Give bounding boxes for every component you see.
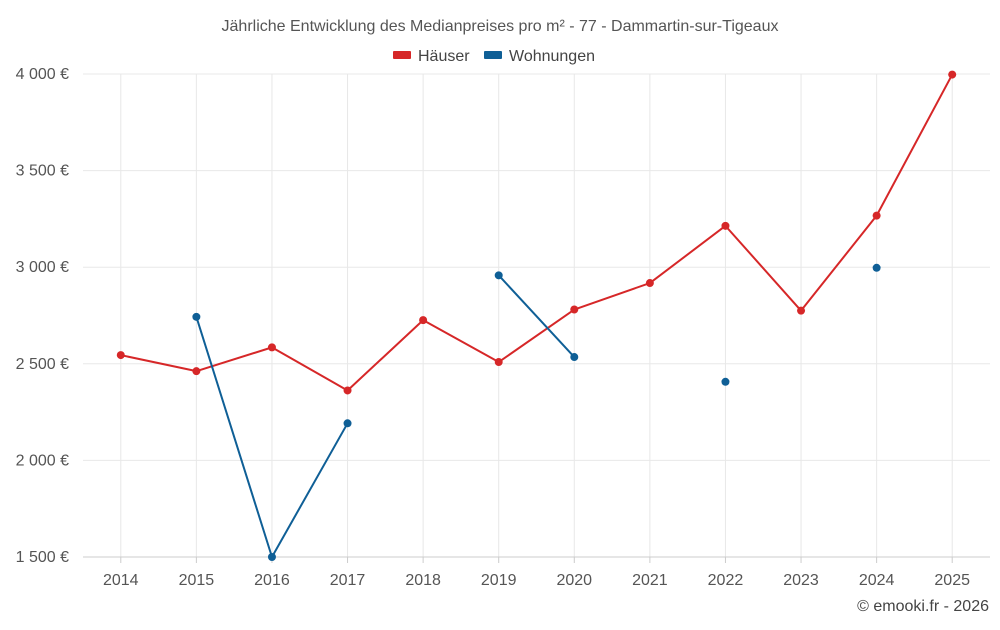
credit-text: © emooki.fr - 2026 (857, 598, 989, 615)
series-haeuser (116, 70, 957, 395)
grid (83, 73, 990, 558)
data-point-haeuser-2021[interactable] (645, 279, 654, 288)
x-tick-label: 2018 (405, 572, 441, 589)
x-tick-label: 2021 (632, 572, 668, 589)
y-tick-label: 2 000 € (16, 452, 69, 469)
legend-swatch-wohnungen (484, 51, 502, 59)
x-tick-label: 2016 (254, 572, 290, 589)
legend: Häuser Wohnungen (393, 48, 595, 65)
y-tick-label: 1 500 € (16, 549, 69, 566)
data-point-haeuser-2018[interactable] (419, 316, 428, 325)
x-tick-label: 2023 (783, 572, 819, 589)
series-line-haeuser (120, 74, 954, 392)
x-tick-label: 2019 (481, 572, 517, 589)
data-point-wohnungen-2022[interactable] (721, 377, 730, 386)
data-point-wohnungen-2017[interactable] (343, 419, 352, 428)
data-point-haeuser-2022[interactable] (721, 221, 730, 230)
data-point-haeuser-2024[interactable] (872, 211, 881, 220)
legend-label-haeuser: Häuser (418, 48, 470, 65)
data-point-haeuser-2019[interactable] (494, 358, 503, 367)
series-line-wohnungen (497, 274, 576, 358)
data-point-haeuser-2014[interactable] (116, 351, 125, 360)
x-tick-label: 2020 (556, 572, 592, 589)
series (116, 70, 957, 561)
y-tick-label: 4 000 € (16, 66, 69, 83)
data-point-wohnungen-2016[interactable] (267, 553, 276, 561)
chart-title: Jährliche Entwicklung des Medianpreises … (222, 18, 779, 35)
data-point-haeuser-2016[interactable] (267, 343, 276, 352)
legend-label-wohnungen: Wohnungen (509, 48, 595, 65)
x-tick-label: 2022 (708, 572, 744, 589)
data-point-wohnungen-2020[interactable] (570, 353, 579, 362)
axes: 1 500 € 2 000 € 2 500 € 3 000 € 3 500 € 4 000… (16, 66, 990, 589)
series-wohnungen (192, 263, 881, 561)
legend-item-wohnungen[interactable]: Wohnungen (484, 48, 595, 65)
x-tick-label: 2015 (179, 572, 215, 589)
x-tick-label: 2017 (330, 572, 366, 589)
data-point-haeuser-2015[interactable] (192, 367, 201, 376)
legend-swatch-haeuser (393, 51, 411, 59)
data-point-haeuser-2023[interactable] (797, 306, 806, 315)
data-point-haeuser-2025[interactable] (948, 70, 957, 79)
y-tick-label: 3 000 € (16, 259, 69, 276)
x-tick-label: 2025 (934, 572, 970, 589)
x-tick-label: 2014 (103, 572, 139, 589)
data-point-haeuser-2020[interactable] (570, 305, 579, 314)
data-point-haeuser-2017[interactable] (343, 386, 352, 395)
y-tick-label: 3 500 € (16, 163, 69, 180)
legend-item-haeuser[interactable]: Häuser (393, 48, 470, 65)
data-point-wohnungen-2019[interactable] (494, 271, 503, 280)
data-point-wohnungen-2015[interactable] (192, 312, 201, 321)
data-point-wohnungen-2024[interactable] (872, 263, 881, 272)
y-tick-label: 2 500 € (16, 356, 69, 373)
x-tick-label: 2024 (859, 572, 895, 589)
